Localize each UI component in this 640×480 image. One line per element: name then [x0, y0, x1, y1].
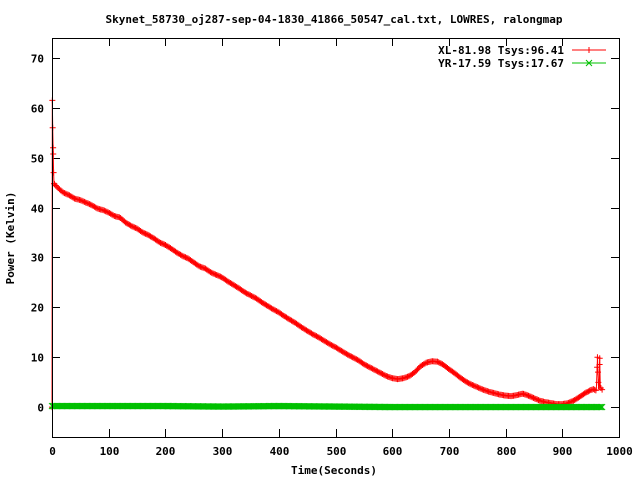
- plot-frame: [52, 38, 620, 438]
- x-tick-label: 700: [440, 445, 460, 458]
- x-tick-label: 500: [327, 445, 347, 458]
- x-tick-label: 800: [497, 445, 517, 458]
- data-point-marker: [598, 403, 606, 411]
- legend-label: XL-81.98 Tsys:96.41: [438, 44, 564, 57]
- x-tick-label: 100: [100, 445, 120, 458]
- plot-area: [48, 97, 606, 411]
- data-point-marker: [595, 369, 602, 376]
- y-tick-label: 30: [31, 252, 44, 265]
- series-yr: [48, 402, 606, 411]
- y-tick-label: 10: [31, 352, 44, 365]
- x-tick-label: 600: [383, 445, 403, 458]
- chart-title: Skynet_58730_oj287-sep-04-1830_41866_505…: [106, 13, 563, 26]
- x-axis: 0 100 200 300 400 500 600 700 800 900 1000: [49, 38, 633, 458]
- data-point-marker: [596, 403, 603, 411]
- y-axis: 0 10 20 30 40 50 60 70: [31, 53, 619, 415]
- data-point-marker: [595, 379, 602, 386]
- y-tick-label: 70: [31, 53, 44, 66]
- data-point-marker: [597, 403, 605, 411]
- x-tick-label: 900: [553, 445, 573, 458]
- x-tick-label: 1000: [606, 445, 633, 458]
- legend-label: YR-17.59 Tsys:17.67: [438, 57, 564, 70]
- x-tick-label: 400: [270, 445, 290, 458]
- data-point-marker: [50, 180, 57, 187]
- x-tick-label: 300: [213, 445, 233, 458]
- data-point-marker: [50, 144, 57, 151]
- y-tick-label: 0: [37, 402, 44, 415]
- data-point-marker: [599, 386, 606, 393]
- x-tick-label: 0: [49, 445, 56, 458]
- data-point-marker: [591, 386, 598, 393]
- series-xl: [49, 97, 606, 411]
- data-point-marker: [50, 150, 57, 157]
- data-point-marker: [592, 387, 599, 394]
- y-tick-label: 20: [31, 302, 44, 315]
- x-tick-label: 200: [156, 445, 176, 458]
- x-axis-label: Time(Seconds): [291, 464, 377, 477]
- y-tick-label: 40: [31, 203, 44, 216]
- legend-marker: [586, 47, 592, 53]
- y-tick-label: 50: [31, 153, 44, 166]
- series-line: [51, 100, 604, 408]
- y-axis-label: Power (Kelvin): [4, 192, 17, 285]
- data-point-marker: [50, 169, 57, 176]
- y-tick-label: 60: [31, 103, 44, 116]
- data-point-marker: [596, 361, 603, 368]
- data-point-marker: [596, 355, 603, 362]
- legend-marker: [585, 59, 593, 67]
